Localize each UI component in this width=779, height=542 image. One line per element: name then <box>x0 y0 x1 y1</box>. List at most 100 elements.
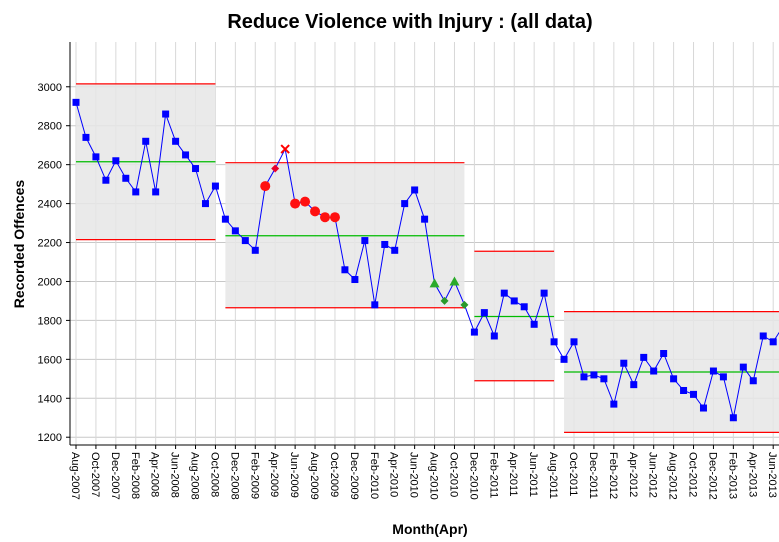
x-tick-label: Aug-2007 <box>69 452 81 500</box>
x-tick-label: Apr-2013 <box>746 452 758 497</box>
point <box>729 414 737 422</box>
point <box>709 367 717 375</box>
x-tick-label: Jun-2012 <box>647 452 659 498</box>
point <box>241 237 249 245</box>
point <box>429 278 440 288</box>
x-tick-label: Apr-2008 <box>149 452 161 497</box>
point <box>449 276 460 286</box>
point <box>142 137 150 145</box>
point <box>690 390 698 398</box>
y-tick-label: 2800 <box>38 121 62 133</box>
x-tick-label: Apr-2011 <box>507 452 519 496</box>
point <box>540 289 548 297</box>
x-tick-label: Oct-2010 <box>447 452 459 497</box>
point <box>520 303 528 311</box>
point <box>580 373 588 381</box>
point <box>271 164 280 173</box>
point <box>182 151 190 159</box>
y-tick-label: 1600 <box>38 354 62 366</box>
point <box>401 200 409 208</box>
series <box>72 98 779 422</box>
point <box>769 338 777 346</box>
y-tick-label: 3000 <box>38 82 62 94</box>
point <box>610 400 618 408</box>
point <box>201 200 209 208</box>
y-tick-label: 2000 <box>38 276 62 288</box>
point <box>211 182 219 190</box>
point <box>231 227 239 235</box>
point <box>570 338 578 346</box>
x-tick-label: Feb-2013 <box>726 452 738 499</box>
x-tick-label: Jun-2009 <box>288 452 300 498</box>
point <box>620 359 628 367</box>
point <box>630 381 638 389</box>
point <box>82 133 90 141</box>
point <box>460 300 469 309</box>
point <box>162 110 170 118</box>
point <box>341 266 349 274</box>
point <box>719 373 727 381</box>
point <box>192 165 200 173</box>
point <box>550 338 558 346</box>
x-tick-label: Aug-2010 <box>428 452 440 500</box>
chart-title: Reduce Violence with Injury : (all data) <box>227 11 592 33</box>
x-tick-label: Oct-2007 <box>89 452 101 497</box>
point <box>320 212 330 223</box>
x-tick-label: Apr-2012 <box>627 452 639 497</box>
point <box>290 198 301 209</box>
y-tick-label: 1800 <box>38 315 62 327</box>
x-axis-title: Month(Apr) <box>392 521 467 537</box>
x-tick-label: Dec-2007 <box>109 452 121 500</box>
phases <box>76 83 779 433</box>
point <box>670 375 678 383</box>
point <box>329 212 340 223</box>
y-tick-label: 1400 <box>38 393 62 405</box>
x-tick-label: Jun-2013 <box>766 452 778 498</box>
point <box>759 332 767 340</box>
y-tick-label: 2200 <box>38 238 62 250</box>
point <box>480 309 488 317</box>
point <box>660 349 668 357</box>
point <box>152 188 160 196</box>
x-tick-label: Dec-2008 <box>228 452 240 500</box>
point <box>92 153 100 161</box>
point <box>351 276 359 284</box>
point <box>371 301 379 309</box>
point <box>500 289 508 297</box>
x-tick-label: Dec-2009 <box>348 452 360 500</box>
point <box>470 328 478 336</box>
x-tick-label: Feb-2011 <box>487 452 499 498</box>
x-tick-label: Apr-2009 <box>268 452 280 497</box>
x-tick-label: Aug-2008 <box>189 452 201 500</box>
point <box>560 355 568 363</box>
axes: 1200 1400 1600 1800 2000 2200 2400 2600 2800 3000… <box>38 42 779 500</box>
x-tick-label: Oct-2009 <box>328 452 340 497</box>
point <box>650 367 658 375</box>
point <box>680 386 688 394</box>
x-tick-label: Dec-2012 <box>706 452 718 500</box>
x-tick-label: Feb-2009 <box>248 452 260 499</box>
point <box>72 98 80 106</box>
x-tick-label: Feb-2008 <box>129 452 141 499</box>
x-tick-label: Aug-2012 <box>667 452 679 500</box>
point <box>421 215 429 223</box>
x-tick-label: Jun-2010 <box>408 452 420 498</box>
point <box>749 377 757 385</box>
x-tick-label: Feb-2012 <box>607 452 619 499</box>
y-tick-label: 2600 <box>38 160 62 172</box>
x-tick-label: Oct-2011 <box>567 452 579 496</box>
point <box>361 237 369 245</box>
point <box>300 196 311 207</box>
point <box>280 144 290 154</box>
point <box>600 375 608 383</box>
x-tick-label: Dec-2010 <box>467 452 479 500</box>
y-axis-title: Recorded Offences <box>11 180 27 309</box>
x-tick-label: Jun-2011 <box>527 452 539 497</box>
point <box>122 174 130 182</box>
point <box>172 137 180 145</box>
point <box>411 186 419 194</box>
point <box>132 188 140 196</box>
x-tick-label: Oct-2012 <box>687 452 699 497</box>
point <box>510 297 518 305</box>
